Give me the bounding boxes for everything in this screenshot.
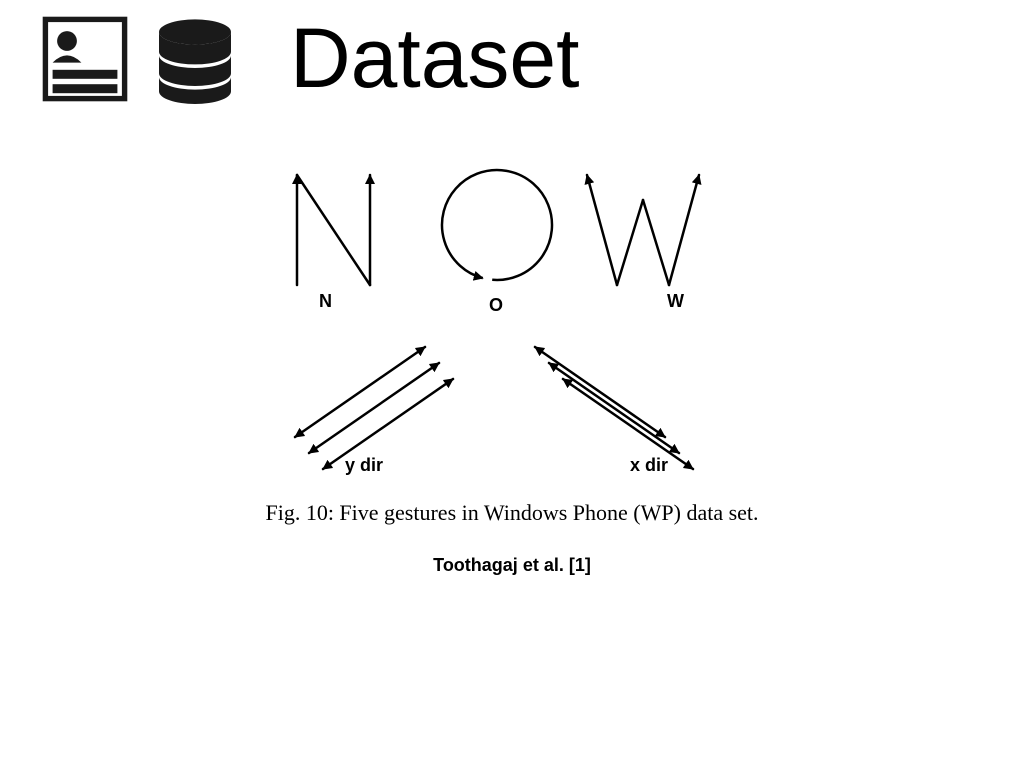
label-ydir: y dir — [345, 455, 383, 476]
label-w: W — [667, 291, 684, 312]
citation: Toothagaj et al. [1] — [0, 555, 1024, 576]
slide-header: Dataset — [40, 10, 580, 107]
database-icon — [150, 14, 240, 104]
label-xdir: x dir — [630, 455, 668, 476]
gesture-figure: N O W y dir x dir — [235, 155, 785, 485]
slide-title: Dataset — [290, 10, 580, 107]
figure-caption: Fig. 10: Five gestures in Windows Phone … — [0, 500, 1024, 526]
profile-card-icon — [40, 14, 130, 104]
label-o: O — [489, 295, 503, 316]
label-n: N — [319, 291, 332, 312]
